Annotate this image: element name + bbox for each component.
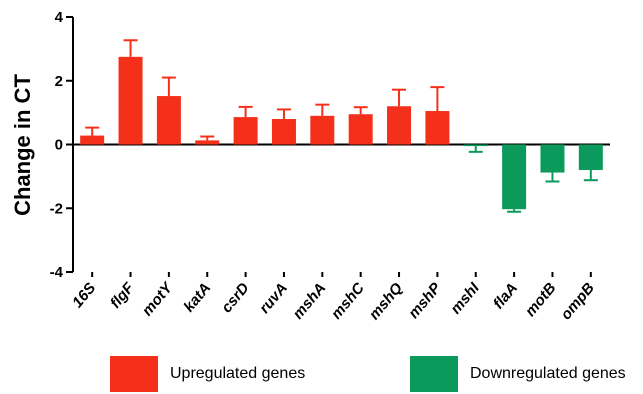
x-tick-label: motB: [522, 280, 560, 320]
bar-flgf: [118, 56, 143, 145]
x-tick-label: mshC: [328, 279, 369, 323]
x-tick-label: flaA: [490, 280, 521, 313]
x-tick-label: ruvA: [256, 280, 291, 317]
bar-flaa: [502, 144, 527, 210]
x-tick-label: mshA: [290, 280, 330, 323]
y-tick-label: -2: [50, 200, 63, 217]
x-tick-label: motY: [139, 278, 177, 319]
y-tick-label: 0: [55, 137, 63, 154]
legend-label-downregulated: Downregulated genes: [470, 365, 626, 382]
legend-swatch-downregulated: [410, 356, 458, 392]
legend-swatch-upregulated: [110, 356, 158, 392]
x-tick-label: csrD: [218, 280, 253, 317]
y-tick-label: -4: [50, 264, 64, 281]
bar-ruva: [271, 119, 296, 145]
x-tick-label: katA: [180, 280, 214, 316]
bar-moty: [156, 96, 181, 145]
bar-mshi: [463, 144, 488, 147]
legend-label-upregulated: Upregulated genes: [170, 365, 306, 382]
bar-motb: [540, 144, 565, 173]
bar-csrd: [233, 117, 258, 145]
y-tick-label: 2: [55, 73, 63, 90]
x-tick-label: mshP: [405, 279, 445, 322]
x-tick-label: 16S: [69, 280, 99, 311]
bar-msha: [310, 115, 335, 145]
legend-item-downregulated: Downregulated genes: [410, 356, 626, 392]
x-tick-label: mshI: [447, 279, 483, 317]
y-tick-label: 4: [55, 9, 64, 26]
legend-item-upregulated: Upregulated genes: [110, 356, 305, 392]
bar-16s: [80, 135, 105, 145]
x-tick-label: flgF: [107, 279, 138, 312]
bar-kata: [195, 140, 220, 145]
bar-mshc: [348, 114, 373, 145]
bar-mshq: [387, 106, 412, 145]
y-axis-title: Change in CT: [10, 74, 35, 216]
bar-ompb: [578, 144, 603, 170]
bar-mshp: [425, 111, 450, 145]
x-tick-label: mshQ: [366, 279, 407, 323]
x-tick-label: ompB: [558, 280, 598, 324]
